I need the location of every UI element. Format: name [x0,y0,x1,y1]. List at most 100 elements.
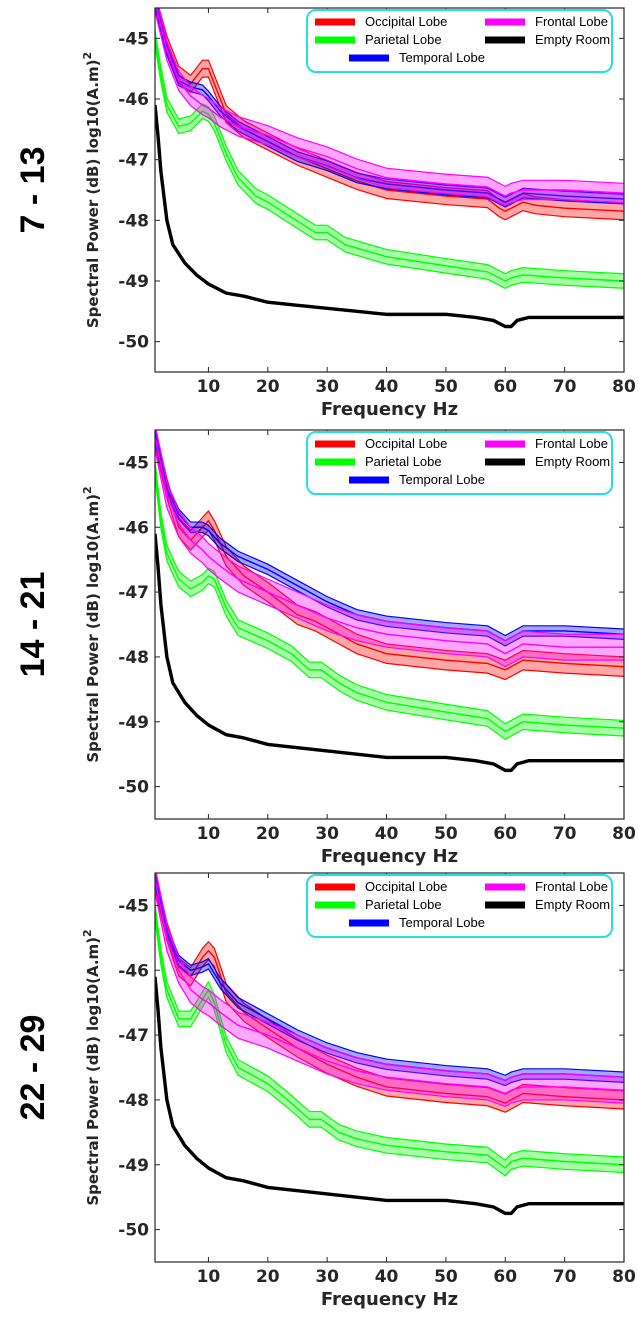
y-axis-label: Spectral Power (dB) log10(A.m)2 [81,486,102,762]
confidence-band [155,430,624,667]
x-axis-label: Frequency Hz [321,1289,458,1310]
legend-label: Temporal Lobe [399,50,485,65]
y-axis-label: Spectral Power (dB) log10(A.m)2 [81,929,102,1205]
band-lower-edge [155,892,624,1108]
series-line [155,436,624,655]
band-lower-edge [155,919,624,1177]
y-tick-label: -45 [118,453,149,473]
y-tick-label: -50 [118,333,149,353]
legend-item-occipital-lobe: Occipital Lobe [315,14,447,29]
series-line [155,8,624,197]
y-tick-label: -49 [118,272,149,292]
series-empty-room [155,976,624,1216]
series-empty-room [155,104,624,329]
y-tick-label: -46 [118,90,149,110]
confidence-band [155,461,624,740]
x-tick-label: 60 [493,377,517,397]
band-lower-edge [155,884,624,1087]
legend-item-frontal-lobe: Frontal Lobe [485,879,608,894]
x-tick-label: 20 [256,824,280,844]
x-tick-label: 80 [612,1267,636,1287]
y-tick-label: -48 [118,1091,149,1111]
confidence-band [155,873,624,1107]
series-empty-room [155,533,624,773]
band-upper-edge [155,430,624,642]
y-axis-label-text: Spectral Power (dB) log10(A.m) [84,937,102,1206]
series-parietal-lobe [155,904,624,1177]
series-line [155,38,624,282]
row-label: 22 - 29 [14,1015,52,1121]
x-tick-label: 20 [256,377,280,397]
legend-item-parietal-lobe: Parietal Lobe [315,454,442,469]
band-lower-edge [155,11,624,207]
legend-label: Parietal Lobe [365,897,442,912]
x-tick-label: 50 [434,1267,458,1287]
legend-label: Empty Room [535,454,610,469]
band-upper-edge [155,874,624,1076]
band-upper-edge [155,461,624,725]
series-line [155,104,624,329]
x-tick-label: 20 [256,1267,280,1287]
band-upper-edge [155,873,624,1082]
legend-item-temporal-lobe: Temporal Lobe [349,915,485,930]
y-axis-label-superscript: 2 [81,929,94,937]
x-tick-label: 10 [197,377,221,397]
band-upper-edge [158,8,624,188]
band-upper-edge [157,8,624,198]
series-line [155,436,624,671]
y-axis-label-superscript: 2 [81,486,94,494]
legend-item-empty-room: Empty Room [485,454,610,469]
legend-item-occipital-lobe: Occipital Lobe [315,436,447,451]
legend-item-temporal-lobe: Temporal Lobe [349,50,485,65]
y-tick-label: -48 [118,648,149,668]
y-tick-label: -46 [118,518,149,538]
y-tick-label: -49 [118,1156,149,1176]
x-tick-label: 30 [315,1267,339,1287]
legend-label: Temporal Lobe [399,472,485,487]
y-axis-label: Spectral Power (dB) log10(A.m)2 [81,52,102,328]
x-tick-label: 60 [493,824,517,844]
y-tick-label: -50 [118,778,149,798]
y-tick-label: -47 [118,151,149,171]
x-tick-label: 70 [553,824,577,844]
legend-label: Temporal Lobe [399,915,485,930]
axes-frame [154,429,625,820]
row-label: 14 - 21 [14,572,52,678]
legend-item-frontal-lobe: Frontal Lobe [485,14,608,29]
row-label: 7 - 13 [14,147,52,234]
x-tick-label: 50 [434,824,458,844]
band-lower-edge [155,449,624,668]
y-axis-label-superscript: 2 [81,52,94,60]
series-frontal-lobe [155,8,624,207]
chart-panel-3: -45 -46 -47 -48 -49 -50 10 20 30 40 50 60 70 80 Freque… [14,872,636,1310]
series-frontal-lobe [155,873,624,1108]
y-tick-label: -46 [118,961,149,981]
x-axis-label: Frequency Hz [321,846,458,867]
series-line [155,911,624,1169]
x-tick-label: 40 [375,824,399,844]
series-line [155,8,624,213]
legend-label: Parietal Lobe [365,454,442,469]
y-tick-label: -45 [118,29,149,49]
x-tick-label: 10 [197,1267,221,1287]
series-line [155,468,624,733]
x-tick-label: 30 [315,377,339,397]
x-tick-label: 50 [434,377,458,397]
plot-area [155,8,624,329]
y-tick-label: -47 [118,583,149,603]
legend-label: Occipital Lobe [365,879,447,894]
x-axis-label: Frequency Hz [321,399,458,420]
y-tick-label: -48 [118,211,149,231]
series-parietal-lobe [155,461,624,740]
band-lower-edge [155,446,624,681]
axes-frame [154,872,625,1263]
legend-label: Frontal Lobe [535,436,608,451]
y-tick-label: -49 [118,713,149,733]
y-tick-label: -45 [118,896,149,916]
series-parietal-lobe [155,30,624,289]
x-tick-label: 60 [493,1267,517,1287]
x-tick-label: 30 [315,824,339,844]
band-lower-edge [155,476,624,740]
legend-item-frontal-lobe: Frontal Lobe [485,436,608,451]
